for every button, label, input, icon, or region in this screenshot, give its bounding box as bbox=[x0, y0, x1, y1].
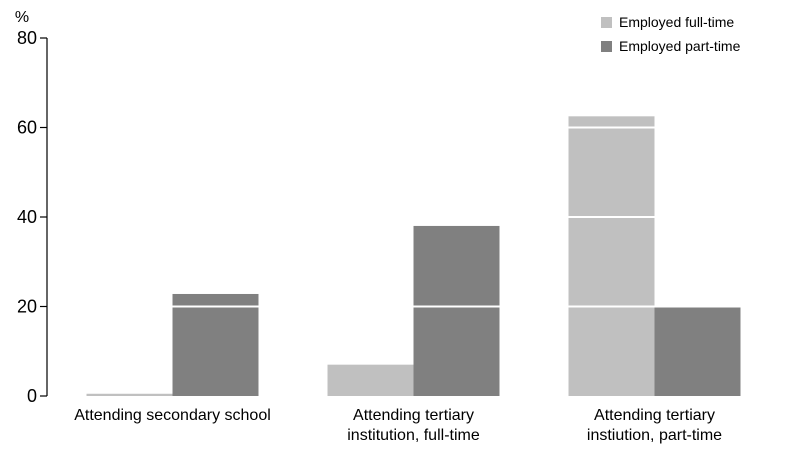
y-tick-label: 40 bbox=[17, 207, 37, 227]
x-category-label: Attending secondary school bbox=[74, 407, 271, 424]
y-tick-label: 60 bbox=[17, 118, 37, 138]
bar-full-time bbox=[86, 393, 173, 396]
legend-label: Employed full-time bbox=[619, 14, 734, 30]
y-tick-label: 0 bbox=[27, 386, 37, 406]
bars bbox=[86, 116, 741, 396]
y-tick-label: 20 bbox=[17, 297, 37, 317]
legend-swatch bbox=[601, 41, 612, 52]
bar-part-time bbox=[654, 307, 741, 396]
y-axis: 0 20 40 60 80 bbox=[17, 28, 48, 406]
x-axis-labels: Attending secondary school Attending tert… bbox=[74, 407, 722, 444]
x-category-label: Attending tertiary instiution, part-time bbox=[587, 407, 722, 444]
bar-part-time bbox=[413, 225, 500, 396]
bar-part-time bbox=[172, 293, 259, 396]
gridlines bbox=[48, 126, 770, 308]
legend-label: Employed part-time bbox=[619, 38, 741, 54]
legend-swatch bbox=[601, 17, 612, 28]
legend: Employed full-time Employed part-time bbox=[601, 14, 741, 54]
bar-full-time bbox=[327, 364, 414, 396]
x-category-label: Attending tertiary institution, full-time bbox=[347, 407, 480, 444]
y-axis-unit: % bbox=[15, 9, 29, 26]
bar-full-time bbox=[568, 116, 655, 396]
y-tick-label: 80 bbox=[17, 28, 37, 48]
